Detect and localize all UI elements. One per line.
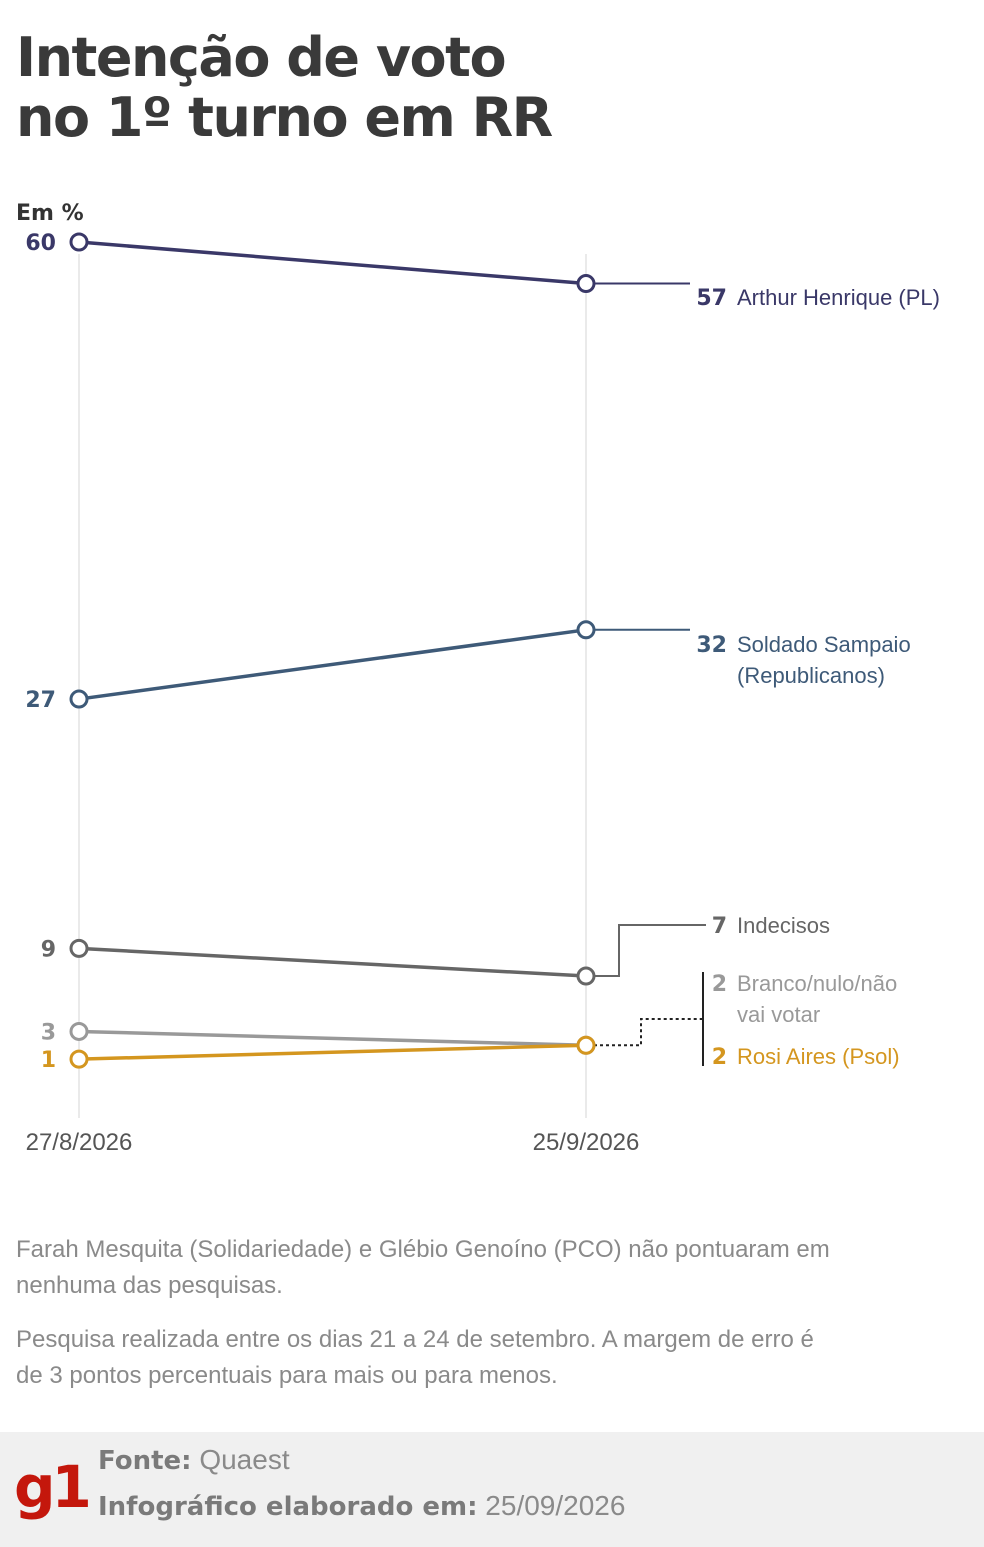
end-value-4: 2 [712,972,727,997]
data-point-4-1 [69,1021,89,1041]
x-tick-label-1: 27/8/2026 [26,1129,133,1156]
start-value-2: 27 [25,688,56,713]
series-line-1 [78,240,587,286]
end-value-2: 32 [696,633,727,658]
series-name-3: Indecisos [737,913,830,938]
made-line: Infográfico elaborado em: 25/09/2026 [98,1490,625,1522]
data-point-1-1 [69,232,89,252]
title-line-1: Intenção de voto [16,26,507,89]
source-label: Fonte: [98,1446,192,1476]
chart-title: Intenção de voto no 1º turno em RR [16,28,956,148]
connector-tie-dotted [594,1018,702,1047]
y-unit-label: Em % [16,201,84,226]
end-value-5: 2 [712,1045,727,1070]
series-name-5: Rosi Aires (Psol) [737,1044,900,1069]
g1-logo: g1 [14,1453,92,1521]
series-name-2-line-2: (Republicanos) [737,663,885,688]
data-point-3-2 [576,966,596,986]
made-value: 25/09/2026 [485,1490,626,1521]
line-chart: Em % 27/8/2026 25/9/2026 60 57 Arthur Henriq… [16,201,940,1156]
series-name-2: Soldado Sampaio [737,632,911,657]
source-line: Fonte: Quaest [98,1444,290,1476]
end-value-3: 7 [712,914,727,939]
series-line-2 [78,628,587,701]
footer: g1 Fonte: Quaest Infográfico elaborado e… [0,1432,984,1547]
data-point-5-1 [69,1049,89,1069]
start-value-5: 1 [41,1048,56,1073]
title-line-2: no 1º turno em RR [16,86,553,149]
source-value: Quaest [199,1444,290,1475]
data-point-3-1 [69,938,89,958]
start-value-3: 9 [41,937,56,962]
note-methodology: Pesquisa realizada entre os dias 21 a 24… [16,1326,814,1389]
data-point-2-1 [69,689,89,709]
data-point-5-2 [576,1035,596,1055]
start-value-1: 60 [25,231,56,256]
chart-notes: Farah Mesquita (Solidariedade) e Glébio … [16,1232,836,1412]
start-value-4: 3 [41,1020,56,1045]
data-point-1-2 [576,274,596,294]
series-name-1: Arthur Henrique (PL) [737,285,940,310]
made-label: Infográfico elaborado em: [98,1492,478,1522]
series-line-3 [78,946,587,978]
x-tick-label-2: 25/9/2026 [533,1129,640,1156]
series-name-4: Branco/nulo/não [737,971,897,996]
end-value-1: 57 [696,286,727,311]
series-line-5 [78,1043,587,1061]
data-point-2-2 [576,620,596,640]
note-no-points: Farah Mesquita (Solidariedade) e Glébio … [16,1236,830,1299]
series-line-4 [78,1029,587,1048]
connector-3 [594,924,706,978]
series-name-4-line-2: vai votar [737,1002,820,1027]
